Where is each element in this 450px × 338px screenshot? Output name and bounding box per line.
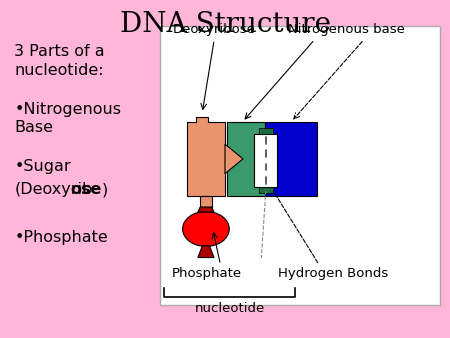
Bar <box>259 187 273 193</box>
Text: (Deoxyrib: (Deoxyrib <box>14 183 92 197</box>
Circle shape <box>183 211 229 246</box>
Text: DNA Structure: DNA Structure <box>120 11 330 38</box>
Text: nucleotide: nucleotide <box>194 302 265 315</box>
Polygon shape <box>198 207 214 212</box>
Polygon shape <box>187 117 225 196</box>
Text: •Nitrogenous
Base: •Nitrogenous Base <box>14 102 121 135</box>
Text: ose: ose <box>70 183 102 197</box>
Polygon shape <box>198 246 214 258</box>
Text: 3 Parts of a
nucleotide:: 3 Parts of a nucleotide: <box>14 45 105 78</box>
Text: •Phosphate: •Phosphate <box>14 230 108 245</box>
Text: Hydrogen Bonds: Hydrogen Bonds <box>278 267 388 280</box>
Polygon shape <box>225 144 243 174</box>
Text: Deoxyribose: Deoxyribose <box>173 23 256 36</box>
Bar <box>266 122 317 196</box>
Bar <box>160 26 441 305</box>
Text: •Sugar: •Sugar <box>14 159 71 174</box>
Bar <box>254 134 278 187</box>
Polygon shape <box>200 196 212 207</box>
Bar <box>227 122 266 196</box>
Text: ): ) <box>102 183 108 197</box>
Bar <box>259 128 273 134</box>
Text: Phosphate: Phosphate <box>172 267 242 280</box>
Text: Nitrogenous base: Nitrogenous base <box>288 23 405 36</box>
